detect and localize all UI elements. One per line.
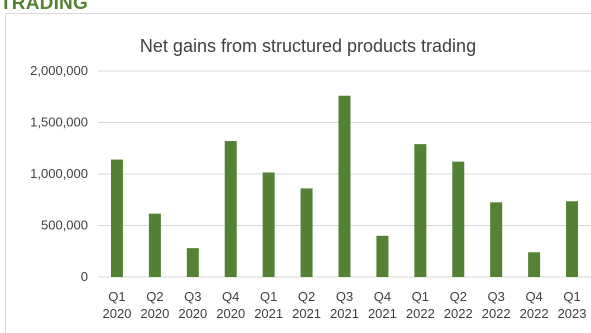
- x-tick-label-year: 2022: [482, 306, 511, 321]
- section-heading: TRADING: [0, 0, 88, 14]
- x-tick-label-year: 2020: [178, 306, 207, 321]
- bar: [566, 201, 579, 277]
- bar-chart: Net gains from structured products tradi…: [30, 36, 591, 321]
- x-tick-label-year: 2023: [558, 306, 587, 321]
- bars: [110, 95, 579, 277]
- x-tick-label-quarter: Q2: [146, 289, 163, 304]
- x-axis-tick-labels: Q1 2020 Q2 2020 Q3 2020 Q4 2020 Q1 2021 Q2 2021 Q3 20…: [103, 289, 587, 321]
- x-tick-label-quarter: Q2: [450, 289, 467, 304]
- bar: [148, 213, 161, 277]
- bar: [528, 252, 541, 277]
- x-tick-label-quarter: Q1: [412, 289, 429, 304]
- bar: [224, 141, 237, 277]
- y-tick-label: 1,000,000: [30, 166, 88, 181]
- chart-title: Net gains from structured products tradi…: [140, 36, 476, 56]
- x-tick-label-year: 2022: [520, 306, 549, 321]
- x-tick-label-year: 2020: [216, 306, 245, 321]
- y-axis-tick-labels: 0 500,000 1,000,000 1,500,000 2,000,000: [30, 63, 88, 284]
- x-tick-label-quarter: Q4: [222, 289, 239, 304]
- chart-frame: [5, 13, 591, 333]
- x-tick-label-quarter: Q1: [260, 289, 277, 304]
- x-tick-label-year: 2022: [444, 306, 473, 321]
- x-tick-label-quarter: Q1: [563, 289, 580, 304]
- bar: [338, 95, 351, 277]
- y-tick-label: 500,000: [41, 218, 88, 233]
- bar: [376, 235, 389, 277]
- y-tick-label: 2,000,000: [30, 63, 88, 78]
- x-tick-label-quarter: Q2: [298, 289, 315, 304]
- x-tick-label-year: 2021: [368, 306, 397, 321]
- x-tick-label-year: 2020: [140, 306, 169, 321]
- x-tick-label-year: 2021: [292, 306, 321, 321]
- x-tick-label-quarter: Q3: [336, 289, 353, 304]
- x-tick-label-quarter: Q4: [525, 289, 542, 304]
- x-tick-label-quarter: Q3: [184, 289, 201, 304]
- x-tick-label-year: 2021: [330, 306, 359, 321]
- x-tick-label-year: 2020: [103, 306, 132, 321]
- bar: [490, 202, 503, 277]
- x-tick-label-quarter: Q4: [374, 289, 391, 304]
- bar: [300, 188, 313, 277]
- bar: [110, 159, 123, 277]
- x-tick-label-quarter: Q1: [108, 289, 125, 304]
- bar: [186, 248, 199, 277]
- x-tick-label-year: 2021: [254, 306, 283, 321]
- y-tick-label: 1,500,000: [30, 115, 88, 130]
- bar: [414, 144, 427, 277]
- y-tick-label: 0: [81, 269, 88, 284]
- x-tick-label-year: 2022: [406, 306, 435, 321]
- bar: [452, 161, 465, 277]
- x-tick-label-quarter: Q3: [488, 289, 505, 304]
- bar: [262, 172, 275, 277]
